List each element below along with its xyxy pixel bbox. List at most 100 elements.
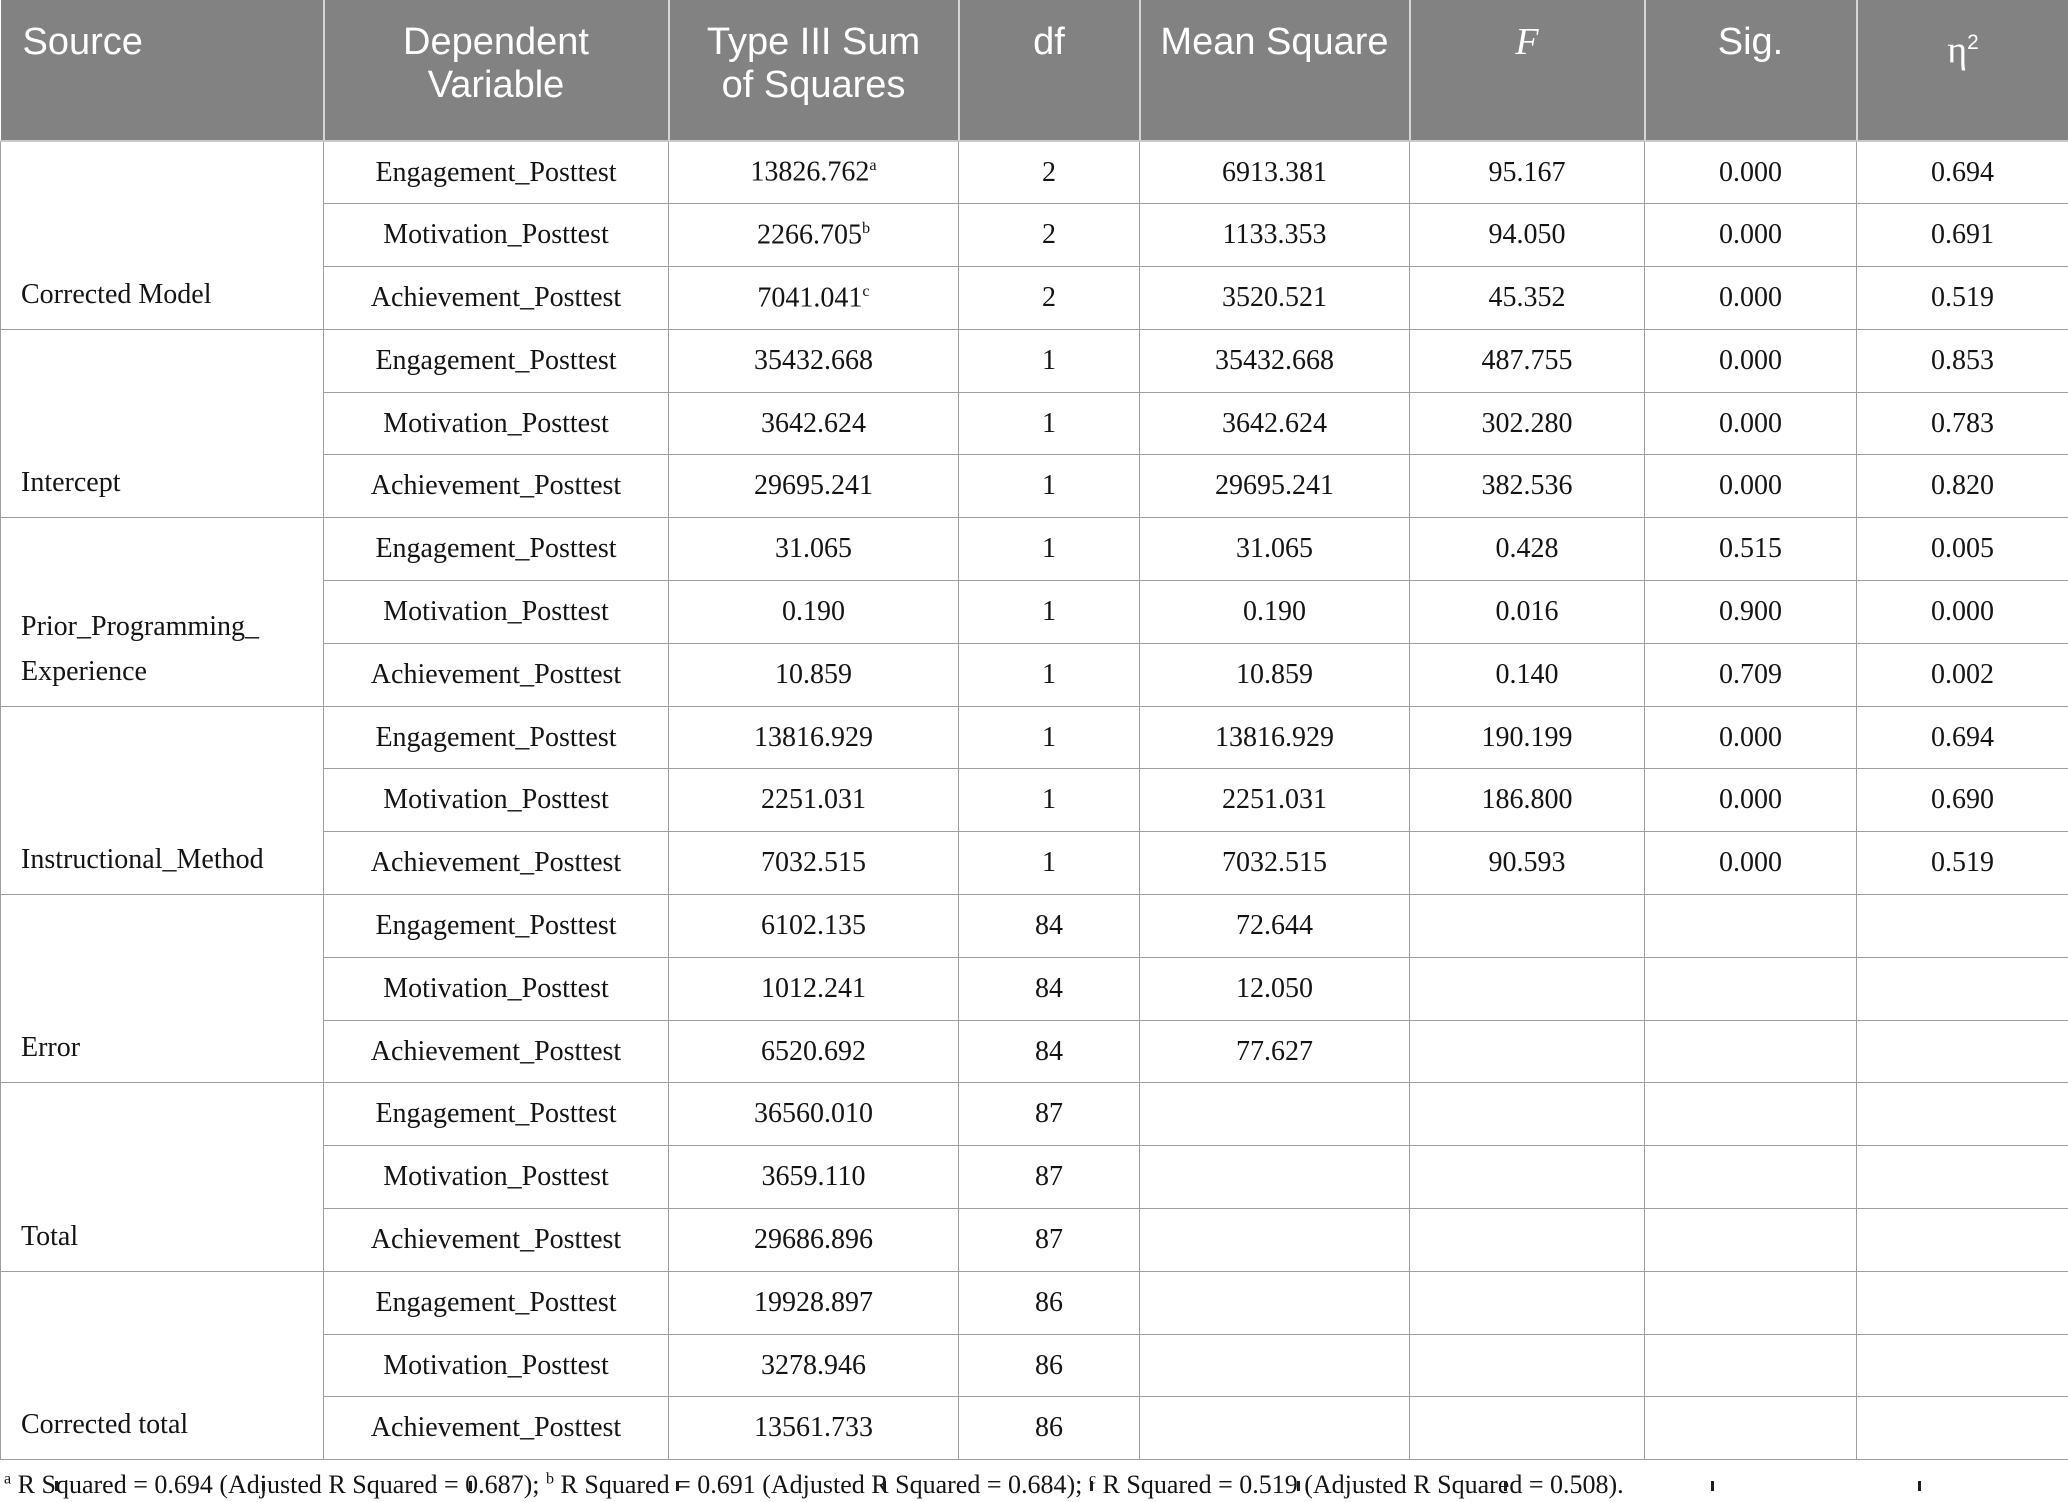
ms-value: 35432.668	[1215, 345, 1334, 376]
df-cell: 1	[959, 518, 1140, 581]
eta-value: 0.690	[1931, 784, 1994, 815]
ss-value: 31.065	[775, 533, 852, 564]
ms-value: 29695.241	[1215, 470, 1334, 501]
f-cell	[1410, 1397, 1645, 1460]
df-cell: 86	[959, 1397, 1140, 1460]
ss-value: 1012.241	[761, 973, 866, 1004]
dv-value: Achievement_Posttest	[371, 1224, 621, 1255]
ms-value: 2251.031	[1222, 784, 1327, 815]
footnote-marker: c	[862, 282, 869, 300]
eta-cell: 0.519	[1857, 832, 2068, 895]
df-value: 1	[1042, 596, 1056, 627]
df-value: 87	[1035, 1161, 1063, 1192]
f-value: 45.352	[1489, 282, 1566, 313]
df-value: 1	[1042, 533, 1056, 564]
header-label: df	[1033, 21, 1065, 63]
source-cell: Total	[1, 1083, 324, 1271]
column-header-eta: η2	[1857, 0, 2068, 141]
header-label: Dependent	[403, 21, 589, 63]
df-value: 1	[1042, 408, 1056, 439]
ss-cell: 10.859	[669, 643, 959, 706]
ss-cell: 13826.762a	[669, 141, 959, 204]
f-cell: 95.167	[1410, 141, 1645, 204]
eta-value: 0.691	[1931, 219, 1994, 250]
dv-value: Motivation_Posttest	[383, 784, 609, 815]
df-cell: 87	[959, 1083, 1140, 1146]
ss-value: 29686.896	[754, 1224, 873, 1255]
eta-value: 0.005	[1931, 533, 1994, 564]
ms-cell	[1140, 1146, 1410, 1209]
f-value: 0.140	[1496, 659, 1559, 690]
sig-cell: 0.709	[1645, 643, 1857, 706]
eta-cell: 0.853	[1857, 329, 2068, 392]
source-label: Corrected Model	[21, 279, 212, 310]
ss-cell: 6102.135	[669, 895, 959, 958]
dv-value: Motivation_Posttest	[383, 973, 609, 1004]
dv-cell: Achievement_Posttest	[324, 455, 669, 518]
ms-cell: 10.859	[1140, 643, 1410, 706]
ms-cell: 12.050	[1140, 957, 1410, 1020]
dv-value: Achievement_Posttest	[371, 282, 621, 313]
f-cell	[1410, 1083, 1645, 1146]
eta-cell: 0.000	[1857, 581, 2068, 644]
ms-cell	[1140, 1083, 1410, 1146]
header-label: Type III Sum	[707, 21, 920, 63]
f-cell: 0.016	[1410, 581, 1645, 644]
sig-value: 0.000	[1719, 847, 1782, 878]
dv-value: Motivation_Posttest	[383, 408, 609, 439]
f-value: 302.280	[1482, 408, 1573, 439]
dv-cell: Engagement_Posttest	[324, 1083, 669, 1146]
f-value: 382.536	[1482, 470, 1573, 501]
ss-value: 6102.135	[761, 910, 866, 941]
ss-value: 7032.515	[761, 847, 866, 878]
eta-cell: 0.694	[1857, 141, 2068, 204]
sig-cell	[1645, 957, 1857, 1020]
ms-value: 1133.353	[1223, 219, 1327, 250]
ms-cell: 6913.381	[1140, 141, 1410, 204]
dv-value: Achievement_Posttest	[371, 470, 621, 501]
df-value: 1	[1042, 470, 1056, 501]
table-body: Corrected Model Engagement_Posttest 13826.…	[1, 141, 2068, 1460]
sig-cell: 0.000	[1645, 455, 1857, 518]
ms-cell: 7032.515	[1140, 832, 1410, 895]
dv-value: Motivation_Posttest	[383, 1350, 609, 1381]
ss-value: 36560.010	[754, 1098, 873, 1129]
dv-cell: Engagement_Posttest	[324, 518, 669, 581]
sig-cell: 0.000	[1645, 392, 1857, 455]
sig-value: 0.515	[1719, 533, 1782, 564]
df-value: 86	[1035, 1350, 1063, 1381]
df-cell: 2	[959, 204, 1140, 267]
f-value: 90.593	[1489, 847, 1566, 878]
sig-value: 0.000	[1719, 784, 1782, 815]
eta-cell: 0.519	[1857, 267, 2068, 330]
dv-value: Engagement_Posttest	[375, 1098, 616, 1129]
ss-value: 7041.041	[757, 282, 862, 313]
f-cell: 94.050	[1410, 204, 1645, 267]
sig-cell: 0.000	[1645, 706, 1857, 769]
ms-value: 10.859	[1236, 659, 1313, 690]
source-label: Intercept	[21, 467, 121, 498]
ss-cell: 35432.668	[669, 329, 959, 392]
eta-cell: 0.690	[1857, 769, 2068, 832]
source-cell: Intercept	[1, 329, 324, 517]
f-value: 190.199	[1482, 722, 1573, 753]
ms-value: 6913.381	[1222, 157, 1327, 188]
ms-value: 72.644	[1236, 910, 1313, 941]
source-cell: Corrected total	[1, 1271, 324, 1459]
ss-value: 35432.668	[754, 345, 873, 376]
eta-cell	[1857, 1146, 2068, 1209]
header-label: Sig.	[1718, 21, 1783, 63]
ms-value: 31.065	[1236, 533, 1313, 564]
dv-cell: Achievement_Posttest	[324, 643, 669, 706]
eta-value: 0.694	[1931, 722, 1994, 753]
column-header-df: df	[959, 0, 1140, 141]
ss-value: 2251.031	[761, 784, 866, 815]
eta-value: 0.519	[1931, 847, 1994, 878]
header-superscript: 2	[1967, 31, 1979, 54]
eta-value: 0.820	[1931, 470, 1994, 501]
eta-cell	[1857, 1334, 2068, 1397]
eta-cell	[1857, 1209, 2068, 1272]
